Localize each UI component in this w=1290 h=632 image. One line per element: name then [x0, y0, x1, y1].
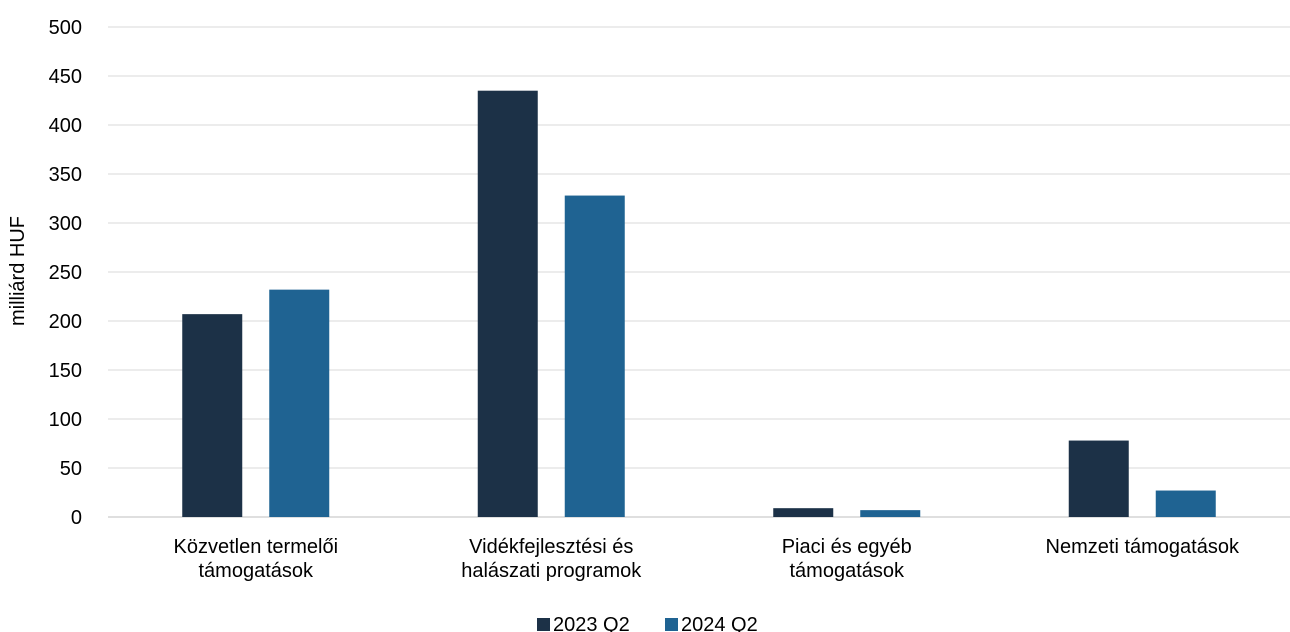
legend-swatch	[537, 618, 550, 631]
y-tick-label: 350	[49, 164, 82, 186]
y-tick-label: 300	[49, 213, 82, 235]
bar	[182, 314, 243, 517]
bar	[860, 510, 921, 517]
x-category-label: Nemzeti támogatások	[1046, 536, 1240, 558]
x-category-label: Vidékfejlesztési és	[469, 536, 633, 558]
y-tick-label: 100	[49, 409, 82, 431]
y-axis-ticks: 0 50 100 150 200 250 300 350 400 450 500	[49, 17, 82, 529]
y-tick-label: 200	[49, 311, 82, 333]
bar	[1155, 490, 1216, 517]
legend: 2023 Q2 2024 Q2	[537, 614, 758, 632]
legend-item: 2024 Q2	[665, 614, 758, 632]
legend-item: 2023 Q2	[537, 614, 630, 632]
x-category-label: halászati programok	[461, 560, 642, 582]
y-tick-label: 50	[60, 458, 82, 480]
x-axis-labels: Közvetlen termelőitámogatásokVidékfejles…	[173, 536, 1239, 582]
legend-swatch	[665, 618, 678, 631]
y-axis-title: milliárd HUF	[7, 216, 29, 326]
x-category-label: támogatások	[198, 560, 314, 582]
y-tick-label: 450	[49, 66, 82, 88]
bar	[269, 289, 330, 517]
y-tick-label: 500	[49, 17, 82, 39]
legend-label: 2024 Q2	[681, 614, 758, 632]
bar	[477, 90, 538, 517]
y-tick-label: 150	[49, 360, 82, 382]
x-category-label: Piaci és egyéb	[782, 536, 912, 558]
y-tick-label: 400	[49, 115, 82, 137]
y-tick-label: 0	[71, 507, 82, 529]
bar	[773, 508, 834, 517]
bar	[564, 195, 625, 517]
x-category-label: támogatások	[789, 560, 905, 582]
legend-label: 2023 Q2	[553, 614, 630, 632]
x-category-label: Közvetlen termelői	[173, 536, 338, 558]
y-tick-label: 250	[49, 262, 82, 284]
bar	[1068, 440, 1129, 517]
bars	[182, 90, 1216, 517]
